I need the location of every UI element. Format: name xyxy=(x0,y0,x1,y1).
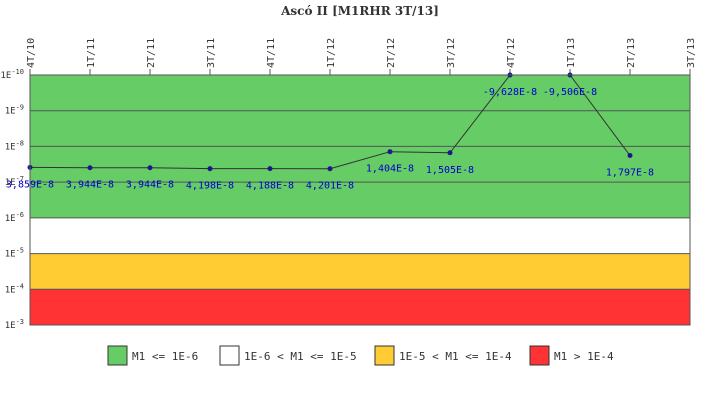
x-tick-label: 1T/11 xyxy=(86,38,97,68)
data-point xyxy=(87,165,93,171)
legend-swatch xyxy=(219,345,240,366)
data-label: 1,797E-8 xyxy=(606,168,654,179)
data-point xyxy=(327,166,333,172)
data-point xyxy=(267,166,273,172)
y-tick-label: 1E-6 xyxy=(5,211,24,224)
x-tick-label: 4T/10 xyxy=(26,38,37,68)
legend-swatch xyxy=(529,345,550,366)
legend-label: M1 > 1E-4 xyxy=(554,350,614,363)
x-tick-label: 1T/13 xyxy=(566,38,577,68)
band-1 xyxy=(30,217,690,254)
legend-label: 1E-6 < M1 <= 1E-5 xyxy=(244,350,357,363)
data-label: 1,404E-8 xyxy=(366,164,414,175)
data-label: 4,188E-8 xyxy=(246,181,294,192)
x-tick-label: 2T/11 xyxy=(146,38,157,68)
x-tick-label: 3T/11 xyxy=(206,38,217,68)
data-label: 4,198E-8 xyxy=(186,181,234,192)
x-axis: 4T/10 1T/11 2T/11 3T/11 4T/11 1T/12 2T/12 3T/12… xyxy=(26,38,697,75)
y-tick-label: 1E-4 xyxy=(5,282,24,295)
data-point xyxy=(147,165,153,171)
x-tick-label: 3T/13 xyxy=(686,38,697,68)
data-label: -9,628E-8 xyxy=(483,87,537,98)
legend-swatch xyxy=(374,345,395,366)
data-label: 1,505E-8 xyxy=(426,165,474,176)
y-tick-label: 1E-5 xyxy=(5,247,24,260)
legend: M1 <= 1E-6 1E-6 < M1 <= 1E-5 1E-5 < M1 <= … xyxy=(107,345,614,366)
data-point xyxy=(627,153,633,159)
risk-bands xyxy=(30,75,690,325)
data-label: 3,944E-8 xyxy=(66,180,114,191)
y-tick-label: 1E-9 xyxy=(5,104,24,117)
data-point xyxy=(207,166,213,172)
x-tick-label: 4T/11 xyxy=(266,38,277,68)
y-tick-label: 1E-7 xyxy=(5,175,24,188)
legend-label: 1E-5 < M1 <= 1E-4 xyxy=(399,350,512,363)
data-point xyxy=(447,150,453,156)
x-tick-label: 2T/12 xyxy=(386,38,397,68)
y-tick-label: 1E-3 xyxy=(5,318,24,331)
y-tick-label: 1E-8 xyxy=(5,139,24,152)
legend-swatch xyxy=(107,345,128,366)
data-label: 3,944E-8 xyxy=(126,180,174,191)
x-tick-label: 3T/12 xyxy=(446,38,457,68)
x-tick-label: 1T/12 xyxy=(326,38,337,68)
y-tick-label: 1E-10 xyxy=(1,68,25,81)
data-label: -9,506E-8 xyxy=(543,87,597,98)
chart-title: Ascó II [M1RHR 3T/13] xyxy=(280,4,439,18)
plot-frame xyxy=(29,74,691,326)
legend-label: M1 <= 1E-6 xyxy=(132,350,198,363)
y-axis: 1E-10 1E-9 1E-8 1E-7 1E-6 1E-5 1E-4 1E-3 xyxy=(1,68,25,331)
x-tick-label: 2T/13 xyxy=(626,38,637,68)
data-point xyxy=(387,149,393,155)
x-tick-label: 4T/12 xyxy=(506,38,517,68)
data-label: 4,201E-8 xyxy=(306,181,354,192)
band-2 xyxy=(30,253,690,290)
band-3 xyxy=(30,289,690,325)
